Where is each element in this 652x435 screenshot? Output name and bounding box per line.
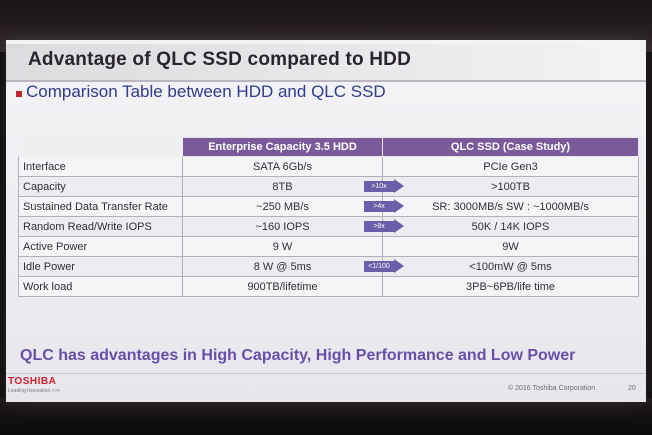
qlc-value: 3PB~6PB/life time: [382, 276, 639, 297]
row-label: Random Read/Write IOPS: [18, 216, 183, 237]
hdd-value-text: ~250 MB/s: [256, 200, 309, 213]
slide-subtitle: Comparison Table between HDD and QLC SSD: [26, 82, 386, 101]
row-label: Interface: [18, 156, 183, 177]
row-label: Active Power: [18, 236, 183, 257]
presentation-slide: Advantage of QLC SSD compared to HDD Com…: [6, 40, 646, 402]
qlc-value: SR: 3000MB/s SW : ~1000MB/s: [382, 196, 639, 217]
toshiba-logo: TOSHIBA: [8, 376, 57, 387]
hdd-value: 900TB/lifetime: [182, 276, 383, 297]
hdd-value-text: SATA 6Gb/s: [253, 160, 312, 173]
arrow-right-icon: >4x: [364, 199, 404, 213]
arrow-right-icon: >8x: [364, 219, 404, 233]
hdd-value: 9 W: [182, 236, 383, 257]
table-header-row: Enterprise Capacity 3.5 HDD QLC SSD (Cas…: [18, 137, 639, 157]
table-row: Active Power 9 W 9W: [18, 236, 639, 257]
logo-tagline: Leading Innovation >>>: [8, 388, 61, 394]
qlc-value: >100TB: [382, 176, 639, 197]
row-label: Sustained Data Transfer Rate: [18, 196, 183, 217]
hdd-value: ~160 IOPS >8x: [182, 216, 404, 237]
footer-divider: [6, 373, 646, 374]
bullet-icon: [16, 91, 22, 97]
ratio-label: <1/100: [364, 261, 394, 272]
qlc-value: PCIe Gen3: [382, 156, 639, 177]
copyright-text: © 2016 Toshiba Corporation: [508, 385, 596, 392]
row-label: Work load: [18, 276, 183, 297]
title-divider: [6, 80, 646, 82]
comparison-table: Enterprise Capacity 3.5 HDD QLC SSD (Cas…: [18, 137, 639, 297]
ratio-label: >10x: [364, 181, 394, 192]
room-background-bottom: [0, 398, 652, 435]
ratio-label: >4x: [364, 201, 394, 212]
hdd-value-text: 8 W @ 5ms: [253, 260, 312, 273]
title-bar: [6, 44, 646, 80]
hdd-value: SATA 6Gb/s: [182, 156, 383, 177]
table-header-hdd: Enterprise Capacity 3.5 HDD: [182, 137, 383, 157]
arrow-right-icon: <1/100: [364, 259, 404, 273]
hdd-value-text: 900TB/lifetime: [247, 280, 318, 293]
hdd-value: ~250 MB/s >4x: [182, 196, 404, 217]
qlc-value: 50K / 14K IOPS: [382, 216, 639, 237]
table-row: Idle Power 8 W @ 5ms <1/100 <100mW @ 5ms: [18, 256, 639, 277]
qlc-value: <100mW @ 5ms: [382, 256, 639, 277]
table-row: Interface SATA 6Gb/s PCIe Gen3: [18, 156, 639, 177]
table-header-blank: [18, 137, 183, 157]
table-header-qlc: QLC SSD (Case Study): [382, 137, 639, 157]
hdd-value: 8 W @ 5ms <1/100: [182, 256, 404, 277]
qlc-value: 9W: [382, 236, 639, 257]
table-row: Work load 900TB/lifetime 3PB~6PB/life ti…: [18, 276, 639, 297]
arrow-right-icon: >10x: [364, 179, 404, 193]
row-label: Capacity: [18, 176, 183, 197]
conclusion-text: QLC has advantages in High Capacity, Hig…: [20, 347, 576, 364]
table-row: Random Read/Write IOPS ~160 IOPS >8x 50K…: [18, 216, 639, 237]
hdd-value-text: 8TB: [272, 180, 293, 193]
hdd-value-text: 9 W: [272, 240, 293, 253]
table-row: Sustained Data Transfer Rate ~250 MB/s >…: [18, 196, 639, 217]
hdd-value-text: ~160 IOPS: [255, 220, 310, 233]
ratio-label: >8x: [364, 221, 394, 232]
table-row: Capacity 8TB >10x >100TB: [18, 176, 639, 197]
page-number: 20: [628, 385, 636, 392]
row-label: Idle Power: [18, 256, 183, 277]
slide-title: Advantage of QLC SSD compared to HDD: [28, 49, 412, 70]
hdd-value: 8TB >10x: [182, 176, 404, 197]
